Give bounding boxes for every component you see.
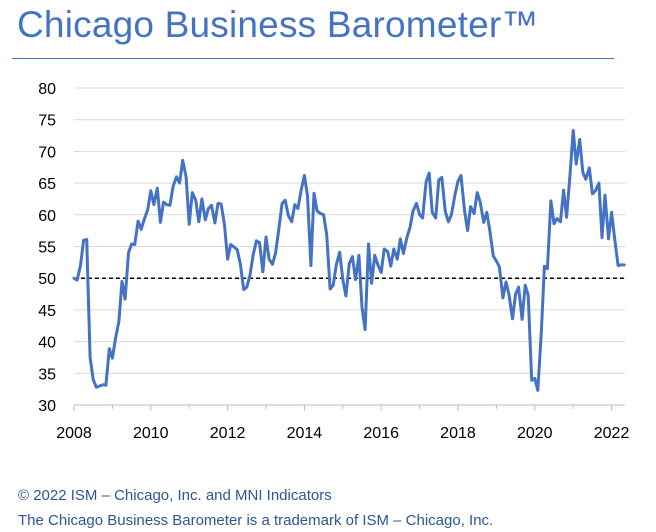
y-tick-label-50: 50 bbox=[38, 271, 56, 288]
x-tick-label-2014: 2014 bbox=[287, 425, 323, 442]
y-tick-label-35: 35 bbox=[38, 366, 56, 383]
x-tick-label-2008: 2008 bbox=[56, 425, 92, 442]
y-tick-label-60: 60 bbox=[38, 208, 56, 225]
x-tick-label-2010: 2010 bbox=[133, 425, 169, 442]
x-tick-label-2022: 2022 bbox=[594, 425, 630, 442]
x-tick-label-2016: 2016 bbox=[363, 425, 399, 442]
y-tick-label-40: 40 bbox=[38, 335, 56, 352]
x-tick-labels: 2008 2010 2012 2014 2016 2018 2020 2022 bbox=[56, 425, 629, 442]
series-layer bbox=[72, 129, 626, 392]
y-tick-label-45: 45 bbox=[38, 303, 56, 320]
y-tick-label-30: 30 bbox=[38, 398, 56, 415]
x-tick-label-2012: 2012 bbox=[210, 425, 246, 442]
y-tick-label-70: 70 bbox=[38, 144, 56, 161]
gridlines bbox=[74, 87, 625, 374]
y-tick-labels: 30 35 40 45 50 55 60 65 70 75 80 bbox=[38, 81, 56, 415]
title-underline bbox=[12, 58, 614, 59]
y-tick-label-75: 75 bbox=[38, 113, 56, 130]
y-tick-label-80: 80 bbox=[38, 81, 56, 98]
y-tick-label-65: 65 bbox=[38, 176, 56, 193]
chart-title: Chicago Business Barometer™ bbox=[17, 4, 539, 45]
y-tick-label-55: 55 bbox=[38, 240, 56, 257]
x-tick-label-2018: 2018 bbox=[440, 425, 476, 442]
series-line-0 bbox=[72, 129, 626, 392]
axes bbox=[73, 404, 625, 411]
copyright-line: © 2022 ISM – Chicago, Inc. and MNI Indic… bbox=[18, 487, 332, 504]
trademark-line: The Chicago Business Barometer is a trad… bbox=[18, 512, 494, 529]
x-tick-label-2020: 2020 bbox=[517, 425, 553, 442]
